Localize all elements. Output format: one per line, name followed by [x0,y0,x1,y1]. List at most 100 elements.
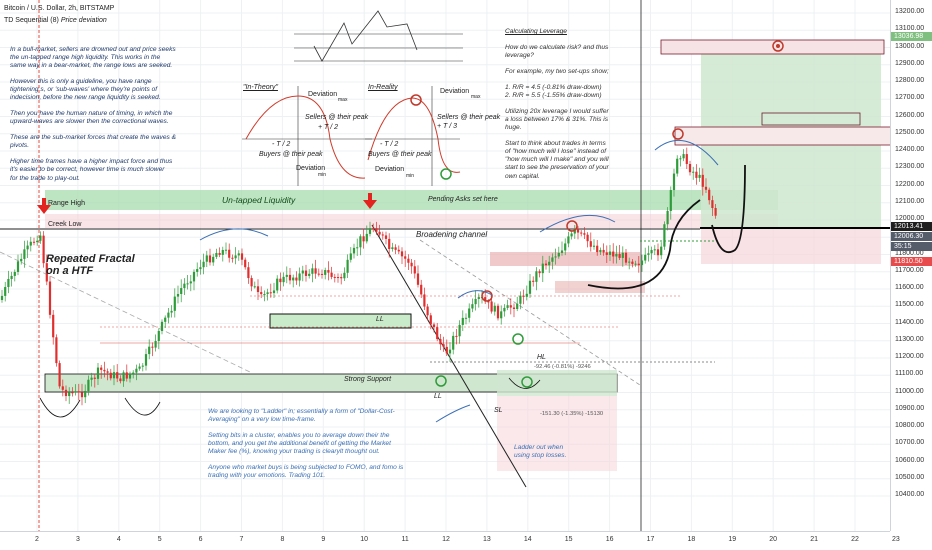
candle [496,305,500,319]
candle [327,270,330,273]
candle [365,233,368,242]
ll-label: LL [376,316,384,323]
candle [500,311,503,319]
candle [436,327,439,340]
blue-arc-1 [199,228,269,241]
candle [144,354,148,366]
candle [148,346,151,355]
creek-low-label: Creek Low [48,221,82,228]
price-tick-label: 11000.00 [895,387,924,395]
candle [407,258,410,263]
candle [362,236,365,242]
reality-sellers-peak: Sellers @ their peak [437,114,501,121]
reality-buyers-peak: Buyers @ their peak [368,151,432,158]
sell-arrow-stem-2 [368,193,372,200]
price-tick-label: 10900.00 [895,404,925,412]
candle [231,257,234,259]
candle [218,252,221,255]
candle [560,250,564,253]
candle [404,256,407,259]
candle [420,284,423,295]
candle [160,321,164,331]
ladder-note: We are looking to "Ladder" in; essential… [208,408,404,480]
candle [343,272,346,279]
candle [39,235,42,241]
candle [93,377,96,379]
hl-support-zone [497,370,617,396]
candle [154,340,157,348]
candle [74,391,77,393]
indicator-name[interactable]: TD Sequential (8) Price deviation [4,17,107,24]
candle [349,253,352,260]
date-tick-label: 15 [564,536,573,543]
candle [119,378,122,382]
candle [512,307,516,309]
candle [346,259,349,273]
theory-zigzag [313,10,418,62]
candle [464,317,468,319]
candle [442,344,445,347]
candle [215,252,218,257]
measure-label-2: -151.30 (-1.35%) -15130 [540,411,604,417]
stop-price-tag: 11810.50 [891,257,932,266]
candle [586,234,589,242]
price-tick-label: 10600.00 [895,456,925,464]
reality-t-half-neg: - T / 2 [380,141,399,148]
symbol-title[interactable]: Bitcoin / U.S. Dollar, 2h, BITSTAMP [4,5,115,12]
price-tick-label: 12600.00 [895,111,925,119]
ll-box [269,313,412,329]
date-tick-label: 5 [157,536,162,543]
date-tick-label: 2 [35,536,39,543]
candle [311,268,314,274]
candle [660,246,663,256]
peak-marker-2 [566,220,578,232]
time-axis[interactable]: 2 3 4 5 6 7 8 9 10 11 12 13 14 15 16 17 18 19 20 21 22 23 [0,531,900,550]
candle [71,392,74,394]
measure-label-1: -92.46 (-0.81%) -9246 [534,364,591,370]
theory-buyers-peak: Buyers @ their peak [259,151,323,158]
candle [669,190,672,211]
date-tick-label: 19 [728,536,737,543]
candle [544,263,548,266]
candle [564,243,567,251]
candle [42,235,45,264]
support-marker-3 [521,376,533,388]
ladder-out-note: Ladder out when using stop losses. [514,444,567,460]
candle [532,280,535,282]
price-tick-label: 12400.00 [895,146,925,153]
date-tick-label: 10 [360,536,369,543]
reality-min-sub: min [406,173,415,179]
candle [224,249,228,251]
candle [125,372,128,379]
candle [516,303,519,309]
date-tick-label: 6 [198,536,203,543]
price-chart[interactable] [0,0,890,531]
current-price-tag: 12013.41 [891,222,932,231]
reality-max-marker [410,94,422,106]
candle [672,173,676,191]
candle [196,269,199,272]
price-tick-label: 11500.00 [895,301,924,309]
target-marker-top [772,40,784,52]
last-price-tag: 12006.30 [891,232,932,241]
candle [448,349,452,354]
candle [164,317,167,322]
candle [666,210,669,225]
price-axis[interactable]: 13200.00 13100.00 13000.00 12900.00 12800.00… [890,0,932,531]
candle [711,200,714,208]
blue-arc-2 [539,214,616,233]
candle [570,233,573,237]
candle [122,372,125,382]
price-tick-label: 11700.00 [895,266,924,274]
reality-t-third-pos: + T / 3 [437,123,458,130]
reality-max-sub: max [471,94,481,100]
candle [650,250,653,254]
projection-curve [587,199,701,290]
candle [13,271,16,276]
candle [64,389,68,397]
candle [208,255,212,263]
candle [112,372,116,379]
candle [429,315,432,325]
in-reality-wave [367,97,461,173]
candle [506,305,509,308]
